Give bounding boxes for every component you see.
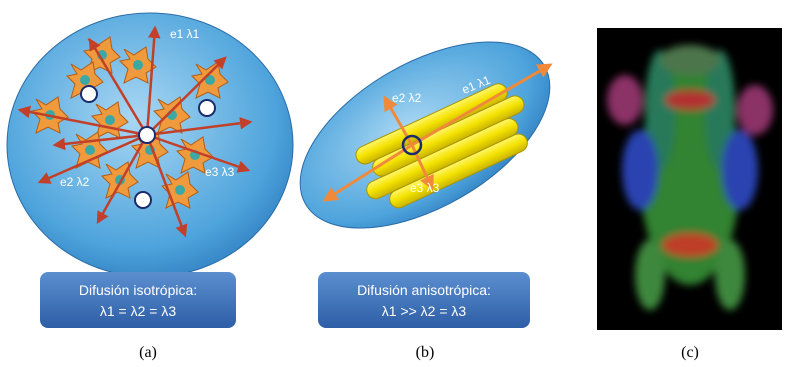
shape (199, 100, 215, 116)
shape (737, 85, 773, 135)
shape (607, 75, 643, 125)
shape (81, 86, 97, 102)
shape (660, 45, 720, 75)
shape (135, 192, 151, 208)
e2-label: e2 λ2 (392, 91, 422, 105)
info-box (40, 272, 236, 328)
shape (635, 240, 665, 310)
e1-label: e1 λ1 (170, 27, 200, 41)
shape (139, 127, 155, 143)
box-title: Difusión isotrópica: (79, 282, 197, 298)
panel-c: (c) (597, 28, 782, 361)
shape (722, 130, 758, 210)
figure: e1 λ1 e2 λ2 e3 λ3 Difusión isotrópica: λ… (0, 0, 809, 367)
e3-label: e3 λ3 (410, 181, 440, 195)
shape (715, 240, 745, 310)
box-formula: λ1 >> λ2 = λ3 (382, 303, 467, 319)
box-formula: λ1 = λ2 = λ3 (100, 303, 176, 319)
shape (622, 130, 658, 210)
e2-label: e2 λ2 (60, 175, 90, 189)
info-box (318, 272, 530, 328)
panel-b: e2 λ2 e1 λ1 e3 λ3 Difusión anisotrópica:… (269, 4, 580, 361)
shape (662, 233, 718, 257)
box-title: Difusión anisotrópica: (357, 282, 491, 298)
panel-a: e1 λ1 e2 λ2 e3 λ3 Difusión isotrópica: λ… (7, 13, 293, 361)
caption: (c) (681, 344, 699, 361)
e3-label: e3 λ3 (205, 165, 235, 179)
caption: (a) (139, 344, 157, 361)
shape (665, 90, 715, 110)
caption: (b) (416, 344, 435, 361)
